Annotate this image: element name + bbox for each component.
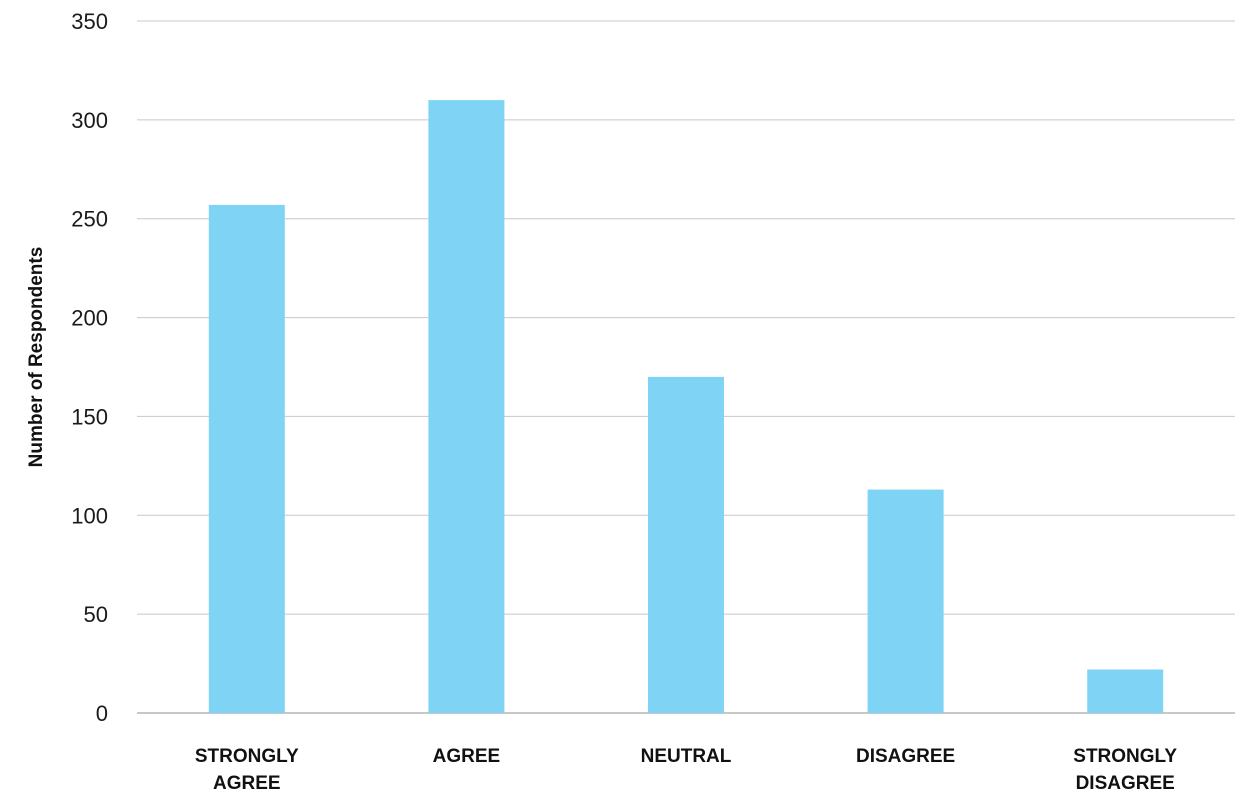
bar-neutral <box>648 376 724 713</box>
gridlines <box>137 20 1235 714</box>
y-axis-ticks: 0 50 100 150 200 250 300 350 <box>71 9 108 726</box>
bar-strongly-agree <box>208 204 285 714</box>
y-axis-title: Number of Respondents <box>26 247 47 468</box>
x-tick-label-disagree: DISAGREE <box>856 746 955 767</box>
x-tick-label-agree: AGREE <box>433 746 501 767</box>
bars <box>208 100 1164 714</box>
y-tick-label-50: 50 <box>84 602 108 627</box>
y-tick-label-0: 0 <box>96 701 108 726</box>
y-tick-label-300: 300 <box>71 108 108 133</box>
y-tick-label-200: 200 <box>71 306 108 331</box>
y-tick-label-250: 250 <box>71 207 108 232</box>
bar-agree <box>428 100 505 714</box>
y-tick-label-150: 150 <box>71 404 108 429</box>
bar-disagree <box>867 489 944 713</box>
x-tick-label-neutral: NEUTRAL <box>641 746 732 767</box>
bar-strongly-disagree <box>1087 669 1164 713</box>
x-axis-labels: STRONGLY AGREE AGREE NEUTRAL DISAGREE STRONGL… <box>195 746 1178 794</box>
x-tick-label-strongly-agree: STRONGLY AGREE <box>195 746 299 794</box>
x-tick-label-strongly-disagree: STRONGLY DISAGREE <box>1073 746 1177 794</box>
y-tick-label-350: 350 <box>71 9 108 34</box>
y-tick-label-100: 100 <box>71 503 108 528</box>
